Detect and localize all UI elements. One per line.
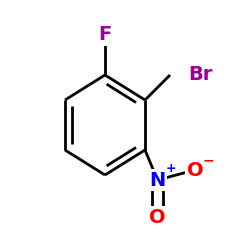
Text: N: N bbox=[150, 170, 166, 190]
Text: −: − bbox=[203, 153, 214, 167]
Text: O: O bbox=[149, 208, 166, 227]
Text: O: O bbox=[187, 160, 203, 180]
Text: Br: Br bbox=[188, 66, 212, 84]
Text: +: + bbox=[166, 162, 176, 175]
Text: F: F bbox=[98, 26, 112, 44]
